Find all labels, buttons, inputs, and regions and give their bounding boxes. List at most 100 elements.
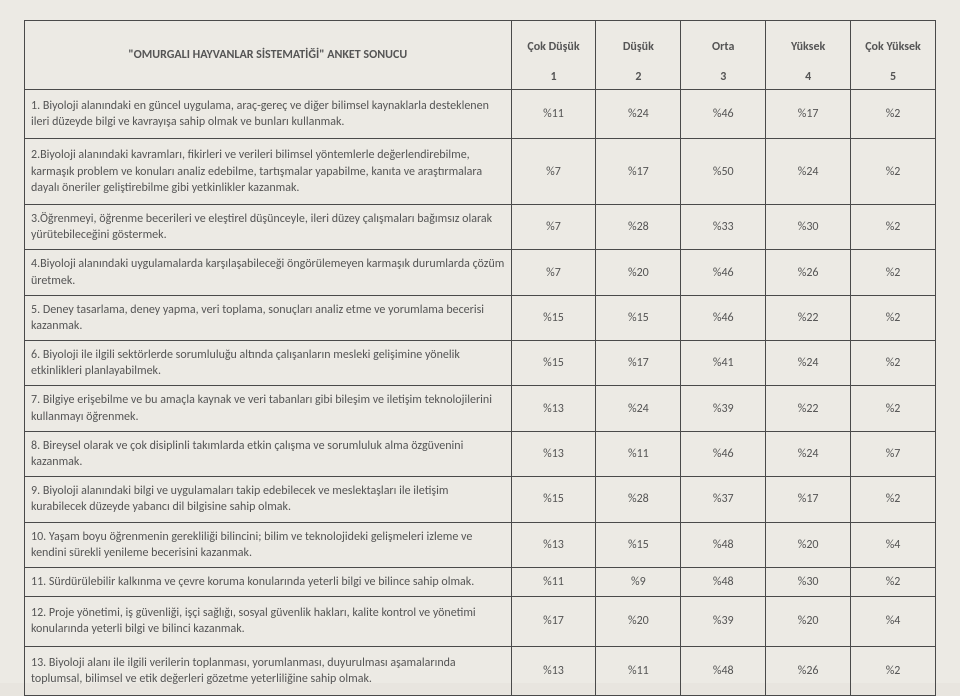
row-value: %15	[596, 295, 681, 340]
row-value: %22	[766, 295, 851, 340]
row-value: %48	[681, 646, 766, 695]
row-value: %17	[766, 477, 851, 522]
row-text: 4.Biyoloji alanındaki uygulamalarda karş…	[25, 250, 512, 295]
table-title: "OMURGALI HAYVANLAR SİSTEMATİĞİ" ANKET S…	[25, 21, 512, 90]
row-value: %2	[851, 139, 936, 205]
row-value: %15	[511, 341, 596, 386]
row-value: %15	[511, 295, 596, 340]
row-value: %24	[596, 90, 681, 139]
row-value: %7	[851, 431, 936, 476]
table-row: 6. Biyoloji ile ilgili sektörlerde sorum…	[25, 341, 936, 386]
row-value: %7	[511, 204, 596, 249]
col-head-3-bot: 3	[720, 70, 726, 84]
table-row: 1. Biyoloji alanındaki en güncel uygulam…	[25, 90, 936, 139]
row-value: %48	[681, 567, 766, 596]
table-row: 7. Bilgiye erişebilme ve bu amaçla kayna…	[25, 386, 936, 431]
row-value: %17	[596, 341, 681, 386]
row-value: %26	[766, 250, 851, 295]
row-value: %41	[681, 341, 766, 386]
row-text: 10. Yaşam boyu öğrenmenin gerekliliği bi…	[25, 522, 512, 567]
row-value: %11	[596, 646, 681, 695]
survey-table: "OMURGALI HAYVANLAR SİSTEMATİĞİ" ANKET S…	[24, 20, 936, 696]
row-value: %28	[596, 204, 681, 249]
row-value: %33	[681, 204, 766, 249]
row-value: %13	[511, 431, 596, 476]
col-head-5: Çok Yüksek 5	[851, 21, 936, 90]
row-value: %20	[596, 250, 681, 295]
row-value: %50	[681, 139, 766, 205]
table-row: 11. Sürdürülebilir kalkınma ve çevre kor…	[25, 567, 936, 596]
row-text: 11. Sürdürülebilir kalkınma ve çevre kor…	[25, 567, 512, 596]
row-value: %11	[511, 90, 596, 139]
row-value: %24	[766, 341, 851, 386]
row-value: %2	[851, 646, 936, 695]
row-value: %39	[681, 597, 766, 646]
table-row: 12. Proje yönetimi, iş güvenliği, işçi s…	[25, 597, 936, 646]
row-value: %39	[681, 386, 766, 431]
col-head-5-top: Çok Yüksek	[865, 40, 921, 54]
row-value: %46	[681, 295, 766, 340]
row-value: %15	[596, 522, 681, 567]
col-head-4-top: Yüksek	[791, 40, 825, 54]
row-value: %46	[681, 431, 766, 476]
row-value: %11	[511, 567, 596, 596]
row-value: %2	[851, 204, 936, 249]
table-row: 5. Deney tasarlama, deney yapma, veri to…	[25, 295, 936, 340]
row-value: %13	[511, 386, 596, 431]
row-text: 7. Bilgiye erişebilme ve bu amaçla kayna…	[25, 386, 512, 431]
row-value: %28	[596, 477, 681, 522]
col-head-5-bot: 5	[890, 70, 896, 84]
row-text: 8. Bireysel olarak ve çok disiplinli tak…	[25, 431, 512, 476]
row-value: %17	[766, 90, 851, 139]
row-value: %13	[511, 522, 596, 567]
col-head-2: Düşük 2	[596, 21, 681, 90]
row-value: %4	[851, 522, 936, 567]
row-value: %30	[766, 567, 851, 596]
row-value: %17	[596, 139, 681, 205]
col-head-1-bot: 1	[550, 70, 556, 84]
col-head-1: Çok Düşük 1	[511, 21, 596, 90]
row-value: %20	[766, 597, 851, 646]
row-value: %20	[766, 522, 851, 567]
row-value: %9	[596, 567, 681, 596]
row-value: %37	[681, 477, 766, 522]
row-value: %15	[511, 477, 596, 522]
row-value: %17	[511, 597, 596, 646]
row-text: 6. Biyoloji ile ilgili sektörlerde sorum…	[25, 341, 512, 386]
row-text: 3.Öğrenmeyi, öğrenme becerileri ve eleşt…	[25, 204, 512, 249]
row-value: %11	[596, 431, 681, 476]
table-row: 9. Biyoloji alanındaki bilgi ve uygulama…	[25, 477, 936, 522]
header-row: "OMURGALI HAYVANLAR SİSTEMATİĞİ" ANKET S…	[25, 21, 936, 90]
col-head-4-bot: 4	[805, 70, 811, 84]
row-value: %30	[766, 204, 851, 249]
row-text: 1. Biyoloji alanındaki en güncel uygulam…	[25, 90, 512, 139]
row-text: 2.Biyoloji alanındaki kavramları, fikirl…	[25, 139, 512, 205]
row-text: 12. Proje yönetimi, iş güvenliği, işçi s…	[25, 597, 512, 646]
table-row: 4.Biyoloji alanındaki uygulamalarda karş…	[25, 250, 936, 295]
col-head-3: Orta 3	[681, 21, 766, 90]
row-value: %20	[596, 597, 681, 646]
row-value: %2	[851, 250, 936, 295]
row-value: %2	[851, 295, 936, 340]
row-text: 13. Biyoloji alanı ile ilgili verilerin …	[25, 646, 512, 695]
col-head-1-top: Çok Düşük	[527, 40, 579, 54]
table-row: 3.Öğrenmeyi, öğrenme becerileri ve eleşt…	[25, 204, 936, 249]
col-head-3-top: Orta	[712, 40, 734, 54]
col-head-2-bot: 2	[635, 70, 641, 84]
row-value: %24	[596, 386, 681, 431]
row-value: %13	[511, 646, 596, 695]
row-value: %26	[766, 646, 851, 695]
row-value: %2	[851, 477, 936, 522]
row-value: %2	[851, 341, 936, 386]
row-value: %7	[511, 139, 596, 205]
col-head-2-top: Düşük	[623, 40, 654, 54]
table-row: 10. Yaşam boyu öğrenmenin gerekliliği bi…	[25, 522, 936, 567]
table-row: 2.Biyoloji alanındaki kavramları, fikirl…	[25, 139, 936, 205]
row-value: %2	[851, 386, 936, 431]
row-value: %2	[851, 567, 936, 596]
row-value: %7	[511, 250, 596, 295]
table-row: 8. Bireysel olarak ve çok disiplinli tak…	[25, 431, 936, 476]
col-head-4: Yüksek 4	[766, 21, 851, 90]
table-row: 13. Biyoloji alanı ile ilgili verilerin …	[25, 646, 936, 695]
row-value: %46	[681, 90, 766, 139]
